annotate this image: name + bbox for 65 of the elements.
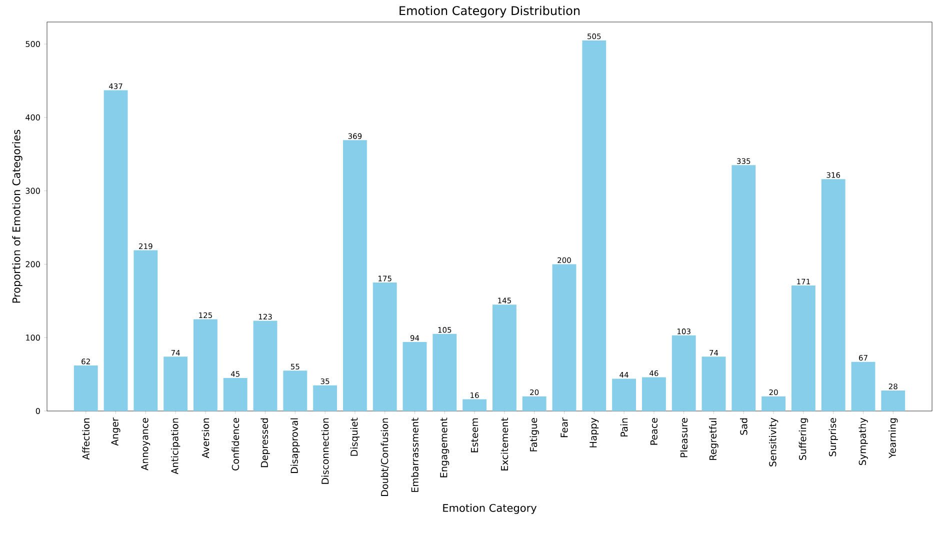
bar — [522, 396, 546, 411]
y-axis-title: Proportion of Emotion Categories — [12, 130, 22, 303]
bar — [851, 362, 876, 411]
x-tick-label: Pain — [620, 418, 628, 436]
y-tick-label: 400 — [26, 114, 40, 120]
bar — [372, 282, 397, 411]
x-tick-label: Fear — [560, 418, 568, 438]
x-tick-label: Yearning — [888, 418, 898, 458]
bar — [732, 165, 756, 411]
x-tick-label: Peace — [650, 418, 658, 445]
bar — [672, 335, 696, 411]
bar — [492, 304, 516, 411]
y-tick-label: 200 — [26, 261, 40, 268]
x-tick-label: Affection — [82, 418, 90, 460]
y-tick-label: 100 — [26, 334, 40, 341]
x-tick-label: Doubt/Confusion — [380, 418, 389, 496]
bar — [253, 320, 278, 411]
bar — [642, 377, 666, 411]
x-tick-label: Anticipation — [170, 418, 180, 474]
x-tick-label: Embarrassment — [411, 418, 418, 492]
x-tick-label: Annoyance — [141, 418, 150, 470]
x-tick-label: Disquiet — [350, 418, 360, 456]
x-tick-label: Suffering — [798, 418, 808, 460]
x-tick-label: Excitement — [500, 418, 508, 470]
x-tick-label: Confidence — [232, 418, 240, 470]
x-tick-label: Esteem — [471, 418, 478, 452]
bar — [402, 342, 427, 411]
bar — [702, 356, 726, 411]
y-tick-label: 500 — [26, 40, 40, 48]
bar — [74, 365, 98, 411]
bar — [582, 40, 606, 411]
bar — [612, 378, 636, 411]
x-tick-label: Sympathy — [858, 418, 868, 466]
y-tick-label: 0 — [36, 408, 40, 414]
y-tick-label: 300 — [26, 188, 40, 194]
x-tick-label: Regretful — [709, 418, 718, 460]
bar — [462, 399, 487, 411]
chart-title: Emotion Category Distribution — [400, 6, 580, 18]
x-tick-label: Sensitivity — [768, 418, 778, 466]
x-tick-label: Fatigue — [530, 418, 539, 452]
bar — [821, 179, 846, 411]
x-tick-label: Engagement — [440, 418, 450, 478]
bar — [552, 264, 576, 411]
x-tick-label: Disapproval — [290, 418, 300, 473]
bar — [194, 319, 218, 411]
bar — [881, 390, 906, 411]
x-axis-title: Emotion Category — [443, 504, 537, 514]
bar — [283, 370, 308, 411]
bar — [791, 285, 816, 411]
bar — [343, 140, 367, 411]
x-tick-label: Aversion — [202, 418, 210, 458]
x-tick-label: Depressed — [260, 418, 270, 468]
x-tick-label: Sad — [740, 418, 748, 435]
bar — [432, 334, 457, 411]
x-tick-label: Pleasure — [680, 418, 688, 458]
bar — [313, 385, 338, 411]
bar — [134, 250, 158, 411]
bar — [164, 356, 188, 411]
x-tick-label: Surprise — [828, 418, 838, 456]
x-tick-label: Happy — [590, 418, 599, 448]
x-tick-label: Disconnection — [321, 418, 329, 484]
x-tick-label: Anger — [111, 418, 120, 446]
bar — [762, 396, 786, 411]
bar — [223, 378, 248, 411]
bar — [104, 90, 128, 411]
